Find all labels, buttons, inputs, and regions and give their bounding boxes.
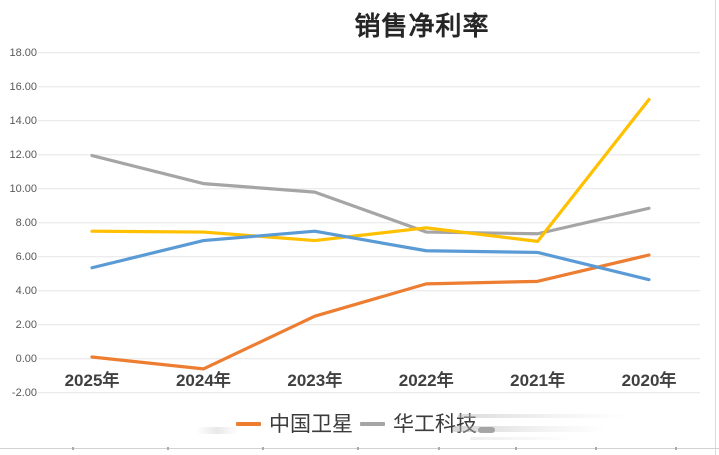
cell-border-tick [72,447,74,450]
chart-title: 销售净利率 [354,12,490,42]
legend-dash-icon [360,422,385,426]
cell-border-tick [262,447,264,450]
y-axis-tick-label: 8.00 [15,216,37,229]
cell-border-tick [675,447,677,450]
x-axis-label: 2020年 [621,371,677,390]
y-axis-tick-label: 14.00 [9,114,37,127]
cell-border-tick [515,447,517,450]
y-axis-tick-label: 16.00 [9,80,37,93]
cell-border-tick [595,447,597,450]
series-line-2 [90,97,651,243]
y-axis-tick-label: 18.00 [9,46,37,59]
y-axis-tick-label: 0.00 [15,352,37,365]
x-axis-label: 2023年 [287,371,343,390]
x-axis-label: 2021年 [510,371,565,390]
y-axis-tick-label: 10.00 [9,182,37,195]
y-axis-tick-label: 2.00 [15,318,37,331]
legend-item: 华工科技 [360,411,477,437]
x-axis-label: 2025年 [64,371,120,390]
cell-border-tick [357,447,359,450]
legend: 中国卫星 华工科技 [236,410,484,438]
y-axis-tick-label: 4.00 [15,284,37,297]
x-axis-label: 2022年 [398,371,454,390]
x-axis-label: 2024年 [175,371,231,390]
series-line-中国卫星 [90,253,651,371]
cell-border-right [715,0,716,455]
cell-border-bottom [0,448,719,449]
cell-border-tick [438,447,440,450]
legend-label: 华工科技 [393,412,477,436]
y-axis-tick-label: -2.00 [11,386,37,399]
series-line-3 [90,229,651,282]
legend-dash-icon [236,422,261,426]
series-line-华工科技 [90,153,651,236]
legend-item: 中国卫星 [236,411,353,437]
cell-border-tick [167,447,169,450]
y-axis-tick-label: 6.00 [15,250,37,263]
legend-label: 中国卫星 [269,412,353,436]
y-axis-tick-label: 12.00 [9,148,37,161]
